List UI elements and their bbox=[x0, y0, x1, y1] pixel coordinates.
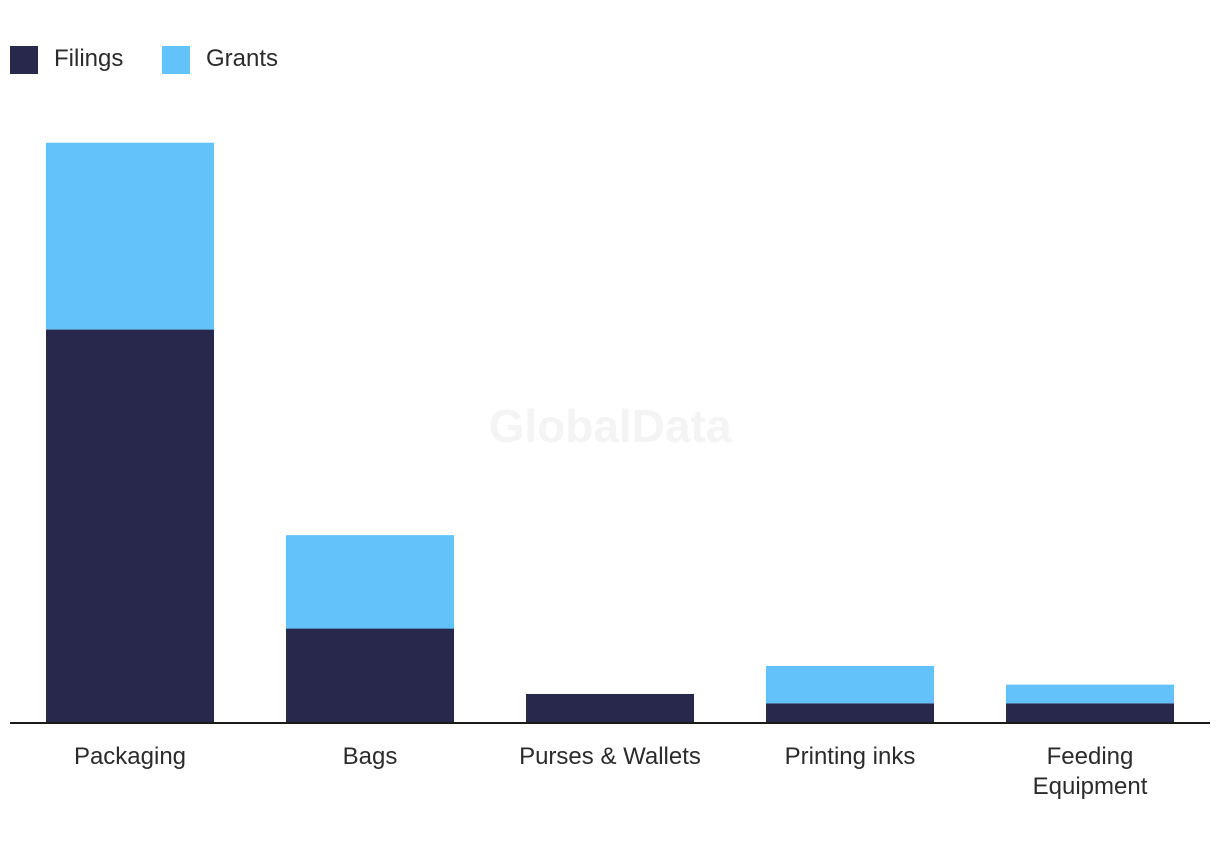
x-tick-labels: Packaging Bags Purses & Wallets Printing in… bbox=[74, 743, 1148, 800]
bar-grants-packaging bbox=[46, 142, 214, 330]
x-tick-label-feeding-equipment: Feeding Equipment bbox=[1033, 743, 1148, 800]
watermark: GlobalData bbox=[489, 400, 732, 452]
bar-filings-feeding-equipment bbox=[1006, 703, 1174, 722]
x-tick-label-line: Printing inks bbox=[785, 743, 916, 770]
bar-grants-feeding-equipment bbox=[1006, 684, 1174, 704]
legend-label-filings: Filings bbox=[54, 45, 123, 72]
bars bbox=[46, 142, 1174, 722]
x-tick-label-packaging: Packaging bbox=[74, 743, 186, 770]
bar-grants-bags bbox=[286, 535, 454, 629]
bar-filings-bags bbox=[286, 628, 454, 722]
bar-filings-purses-and-wallets bbox=[526, 693, 694, 722]
x-tick-label-line: Purses & Wallets bbox=[519, 743, 701, 770]
x-tick-label-line: Bags bbox=[343, 743, 398, 770]
bar-filings-packaging bbox=[46, 329, 214, 722]
bar-grants-printing-inks bbox=[766, 665, 934, 704]
legend-swatch-filings bbox=[10, 46, 38, 74]
x-tick-label-line: Feeding bbox=[1047, 743, 1134, 770]
x-tick-label-bags: Bags bbox=[343, 743, 398, 770]
x-tick-label-purses-and-wallets: Purses & Wallets bbox=[519, 743, 701, 770]
x-tick-label-line: Equipment bbox=[1033, 773, 1148, 800]
x-tick-label-line: Packaging bbox=[74, 743, 186, 770]
legend-label-grants: Grants bbox=[206, 45, 278, 72]
legend: Filings Grants bbox=[10, 45, 278, 74]
x-tick-label-printing-inks: Printing inks bbox=[785, 743, 916, 770]
bar-filings-printing-inks bbox=[766, 703, 934, 722]
legend-swatch-grants bbox=[162, 46, 190, 74]
